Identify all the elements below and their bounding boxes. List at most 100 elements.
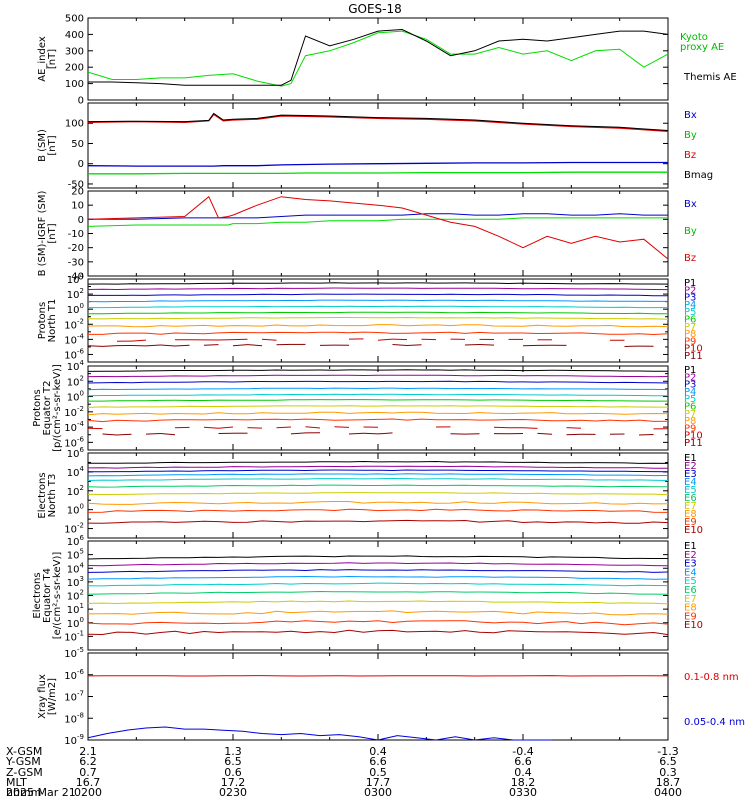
- channel-e3-line: [87, 469, 669, 473]
- panel-5-frame: [87, 365, 669, 451]
- panel-3-ytick-label: 20: [71, 187, 84, 198]
- channel-p9-line: [88, 331, 669, 336]
- channel-p11-segment: [116, 433, 132, 436]
- panel-4-ytick-label: 104: [67, 272, 85, 286]
- footer-value: 6.6: [369, 755, 387, 769]
- panel-5-ytick-label: 102: [67, 374, 84, 388]
- panel-8-ylabel: [W/m2]: [47, 678, 58, 715]
- panel-2-ytick-label: 100: [65, 119, 84, 130]
- panel-3-legend-by: By: [684, 226, 697, 237]
- panel-7-ytick-label: 103: [67, 575, 84, 589]
- panel-5-ytick-label: 10-6: [64, 435, 84, 449]
- panel-8-ytick-label: 10-5: [64, 646, 84, 660]
- channel-e4-line: [87, 473, 669, 477]
- channel-e10-line: [87, 629, 669, 636]
- panel-3-ylabel: B (SM)-IGRF (SM): [37, 191, 48, 277]
- channel-p10-segment: [203, 426, 219, 429]
- panel-4-legend-p2: P2: [684, 285, 696, 296]
- channel-p6-line: [88, 399, 668, 402]
- channel-p11-segment: [348, 432, 364, 435]
- panel-5-legend-p7: P7: [684, 409, 696, 420]
- channel-e9-line: [87, 508, 669, 513]
- channel-p1-line: [87, 282, 669, 285]
- panel-3-ytick-label: -10: [68, 229, 84, 240]
- bsm-series-bmag: [87, 112, 669, 131]
- bsm-series-bx: [87, 161, 668, 167]
- ae-series-kyoto: [87, 30, 669, 87]
- panel-1-ytick-label: 0: [78, 96, 84, 107]
- footer-row-label: Y-GSM: [6, 755, 41, 769]
- channel-p5-line: [88, 305, 668, 309]
- channel-e2-line: [87, 465, 669, 469]
- panel-8-ytick-label: 10-9: [64, 733, 84, 747]
- footer-value: 6.2: [79, 755, 97, 769]
- channel-p9-line: [87, 418, 669, 423]
- panel-1-ytick-label: 200: [65, 63, 84, 74]
- footer-value: 0330: [509, 786, 537, 800]
- panel-1-frame: [87, 17, 669, 101]
- channel-p4-line: [87, 299, 668, 303]
- channel-p3-line: [88, 293, 669, 297]
- panel-5-legend-p1: P1: [684, 365, 696, 376]
- panel-5-legend-p2: P2: [684, 372, 696, 383]
- footer-value: 0.5: [369, 765, 387, 779]
- panel-7-legend-e1: E1: [684, 541, 697, 552]
- channel-e10-line: [87, 519, 669, 524]
- footer-value: 6.5: [659, 755, 677, 769]
- channel-e4-line: [87, 575, 669, 580]
- panel-6-legend-e2: E2: [684, 461, 697, 472]
- panel-4-ytick-label: 10-6: [64, 347, 84, 361]
- date-label: 2025 Mar 21: [6, 786, 76, 799]
- panel-6-legend-e3: E3: [684, 469, 697, 480]
- panel-4-legend-p9: P9: [684, 336, 696, 347]
- footer-value: 16.7: [75, 775, 101, 789]
- channel-p11-segment: [232, 344, 248, 347]
- panel-7-legend-e5: E5: [684, 576, 697, 587]
- panel-6-ylabel: North T3: [47, 474, 58, 518]
- footer-value: 0.6: [224, 765, 242, 779]
- channel-p11-segment: [102, 345, 118, 347]
- bsm-series-by: [88, 171, 668, 175]
- panel-8-ytick-label: 10-6: [64, 668, 84, 682]
- panel-5-ylabel: Equator T2: [42, 381, 53, 436]
- panel-6-ytick-label: 102: [67, 484, 84, 498]
- panel-4-legend-p10: P10: [684, 344, 703, 355]
- panel-7-ytick-label: 102: [67, 589, 84, 603]
- panel-6-legend-e8: E8: [684, 509, 697, 520]
- channel-p11-segment: [160, 344, 176, 347]
- panel-4-legend-p11: P11: [684, 351, 703, 362]
- panel-7-legend-e4: E4: [684, 567, 697, 578]
- panel-8-ytick-label: 10-8: [64, 711, 84, 725]
- channel-e9-line: [87, 620, 669, 626]
- panel-1-ytick-label: 400: [65, 30, 84, 41]
- channel-p11-segment: [203, 344, 219, 346]
- channel-p6-line: [88, 311, 669, 315]
- channel-p11-segment: [290, 432, 306, 435]
- panel-2-ylabel: B (SM): [37, 129, 48, 162]
- panel-5-legend-p10: P10: [684, 431, 703, 442]
- channel-p10-segment: [493, 426, 509, 429]
- channel-p11-segment: [247, 344, 263, 347]
- channel-p2-line: [87, 287, 669, 291]
- channel-e2-line: [87, 562, 669, 567]
- footer-value: 0230: [219, 786, 247, 800]
- channel-p11-segment: [566, 433, 582, 436]
- channel-e7-line: [87, 492, 669, 496]
- channel-e8-line: [87, 610, 669, 616]
- panel-4-ylabel: North T1: [47, 299, 58, 343]
- channel-p11-segment: [145, 344, 161, 347]
- dbsm-series-bz: [87, 195, 669, 260]
- panel-1-legend-proxy-ae: proxy AE: [680, 42, 724, 53]
- footer-value: 0.4: [369, 745, 387, 758]
- channel-p10-segment: [305, 426, 321, 429]
- channel-p11-segment: [102, 433, 118, 436]
- panel-3-legend-bx: Bx: [684, 199, 697, 210]
- panel-2-ytick-label: 50: [71, 139, 84, 150]
- channel-p11-segment: [392, 344, 408, 346]
- panel-7-legend-e10: E10: [684, 620, 703, 631]
- footer-value: 6.5: [224, 755, 242, 769]
- channel-p11-segment: [377, 432, 393, 435]
- channel-p11-segment: [145, 433, 161, 435]
- panel-5-legend-p4: P4: [684, 387, 696, 398]
